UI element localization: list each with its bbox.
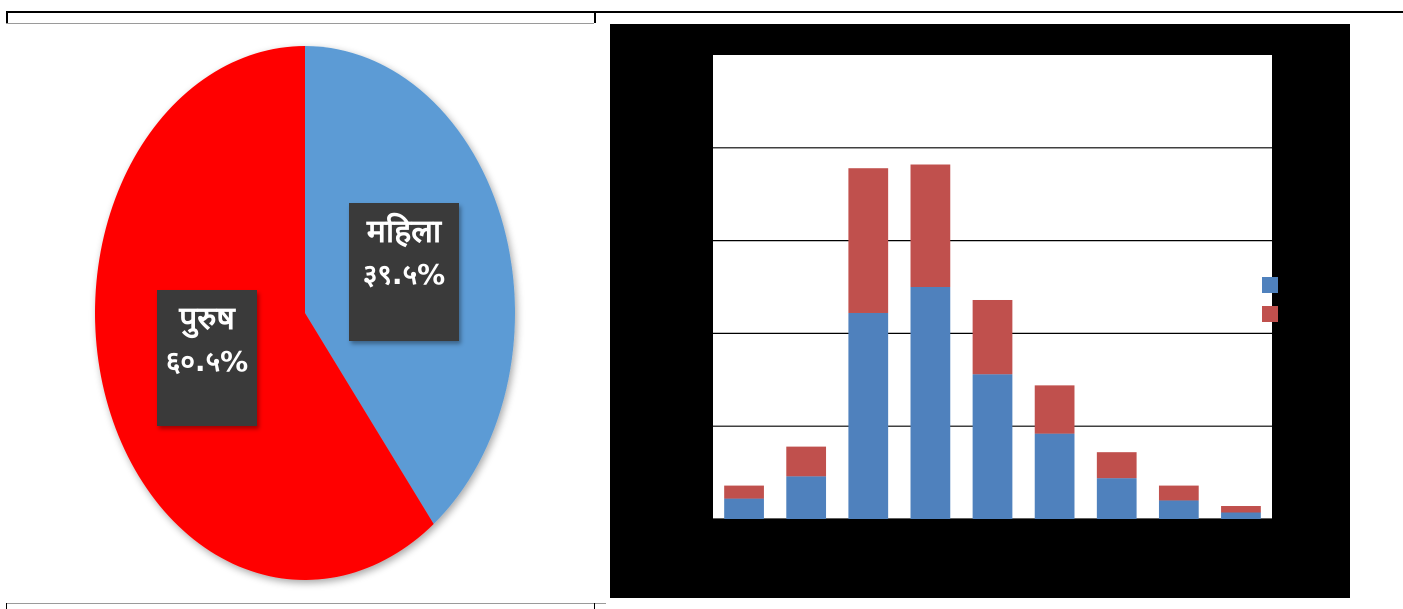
bar-segment-series1-3: [848, 312, 889, 519]
bar-segment-series1-5: [972, 374, 1013, 519]
bar-segment-series1-9: [1221, 512, 1261, 519]
table-border-top: [6, 11, 1403, 13]
legend-swatch-series2: [1262, 306, 1278, 322]
pie-label-male-value: ६०.५%: [165, 345, 249, 378]
bar-segment-series2-2: [786, 446, 827, 477]
pie-label-female-name: महिला: [366, 212, 442, 250]
bar-segment-series2-1: [724, 485, 764, 499]
gender-pie-chart: महिला ३९.५% पुरुष ६०.५%: [0, 22, 595, 604]
legend-swatch-series1: [1262, 277, 1278, 293]
bar-chart-svg: [713, 55, 1278, 520]
bar-segment-series1-6: [1034, 433, 1075, 519]
bar-segment-series1-2: [786, 476, 827, 519]
pie-label-male: पुरुष ६०.५%: [157, 290, 257, 426]
bar-segment-series2-6: [1034, 385, 1075, 434]
pie-label-male-name: पुरुष: [179, 299, 235, 337]
bar-segment-series2-4: [910, 164, 951, 287]
table-border-left-tick: [6, 11, 8, 23]
table-border-inner-top: [6, 23, 594, 24]
table-border-bottom-middle-tick: [594, 603, 595, 609]
pie-chart-svg: [95, 46, 516, 580]
bar-segment-series2-5: [972, 299, 1013, 375]
pie-slice-male: [95, 46, 434, 580]
pie-label-female: महिला ३९.५%: [349, 203, 459, 341]
bar-segment-series2-8: [1158, 485, 1199, 501]
table-border-middle-tick: [594, 11, 596, 23]
bar-segment-series2-7: [1096, 452, 1137, 479]
bar-segment-series2-3: [848, 168, 889, 313]
table-border-bottom-left-tick: [6, 603, 7, 609]
bar-segment-series1-7: [1096, 478, 1137, 519]
bar-segment-series1-1: [724, 498, 764, 519]
bar-segment-series2-9: [1221, 506, 1261, 513]
pie-label-female-value: ३९.५%: [362, 258, 446, 291]
bar-segment-series1-4: [910, 287, 951, 519]
bar-segment-series1-8: [1158, 500, 1199, 519]
table-border-bottom: [6, 603, 606, 604]
stacked-bar-chart: [610, 24, 1350, 598]
